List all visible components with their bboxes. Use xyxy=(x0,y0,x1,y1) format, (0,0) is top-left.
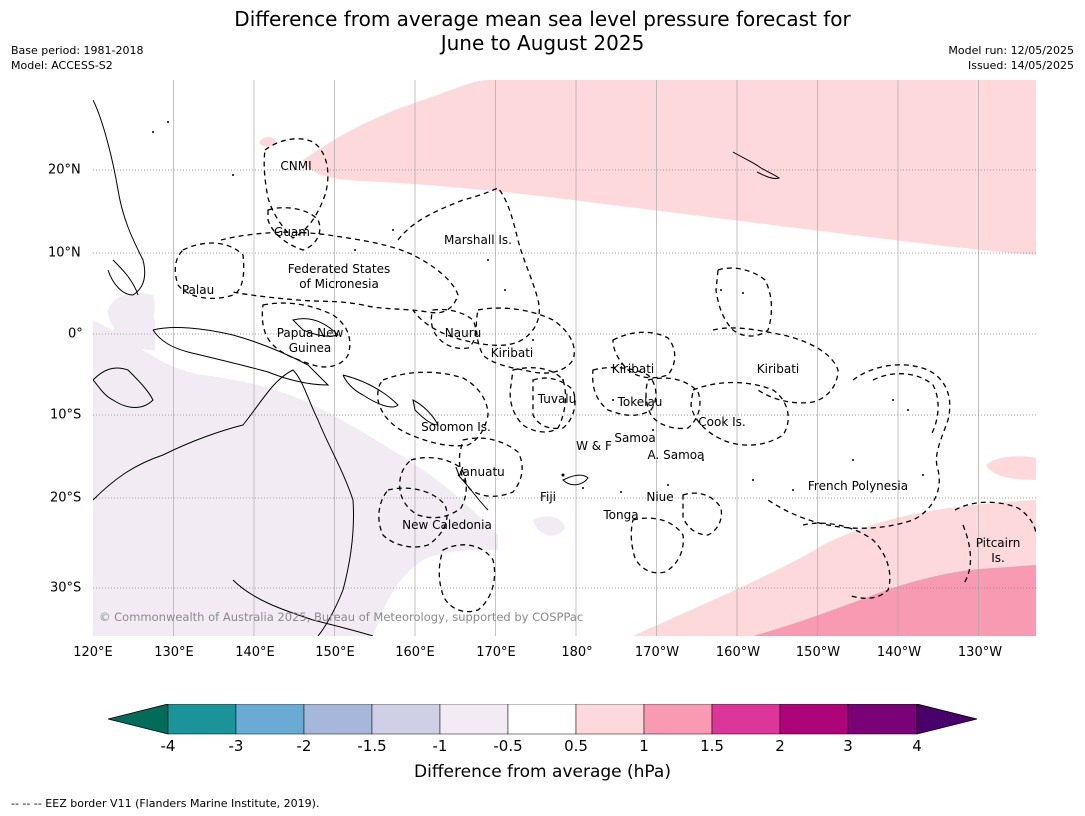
anomaly-pink-small xyxy=(259,136,276,147)
place-label: Cook Is. xyxy=(698,415,746,429)
map-svg xyxy=(93,80,1036,636)
model-name: Model: ACCESS-S2 xyxy=(11,59,113,72)
colorbar-tick: 1.5 xyxy=(700,737,724,755)
meta-left: Base period: 1981-2018 Model: ACCESS-S2 xyxy=(11,43,143,73)
place-label: Tokelau xyxy=(617,395,663,409)
place-label: Nauru xyxy=(444,326,482,340)
graticule xyxy=(173,80,979,636)
lon-label: 150°W xyxy=(795,645,841,660)
colorbar-segment xyxy=(303,704,373,735)
lat-label: 30°S xyxy=(50,580,82,596)
place-label: Tuvalu xyxy=(537,392,577,406)
place-label: Marshall Is. xyxy=(444,233,512,247)
colorbar-tick: -4 xyxy=(160,737,176,755)
anomaly-dark-pink xyxy=(753,565,1036,636)
colorbar-segment xyxy=(507,704,577,735)
colorbar-segment xyxy=(711,704,781,735)
eez-borders xyxy=(174,138,1036,613)
lat-label: 0° xyxy=(68,326,83,342)
lat-label: 10°S xyxy=(50,407,82,423)
place-label: A. Samoa xyxy=(647,448,705,462)
place-label: French Polynesia xyxy=(807,479,909,493)
colorbar-segment xyxy=(439,704,509,735)
colorbar-tick: 1 xyxy=(639,737,649,755)
place-label: Samoa xyxy=(614,431,656,445)
issued-date: Issued: 14/05/2025 xyxy=(967,59,1074,72)
model-run: Model run: 12/05/2025 xyxy=(948,44,1074,57)
anomaly-pink-east xyxy=(986,456,1036,480)
place-label: Kiribati xyxy=(611,362,655,376)
place-label: CNMI xyxy=(280,159,312,173)
lon-label: 130°E xyxy=(154,645,194,660)
colorbar-segment xyxy=(371,704,441,735)
place-label: Kiribati xyxy=(490,346,534,360)
place-label: Solomon Is. xyxy=(421,420,491,434)
place-label: Niue xyxy=(646,490,674,504)
place-label: of Micronesia xyxy=(299,277,379,291)
latitude-lines xyxy=(93,169,1036,589)
lon-label: 180° xyxy=(561,645,593,660)
colorbar-tick: -1 xyxy=(432,737,448,755)
chart-title: Difference from average mean sea level p… xyxy=(0,7,1085,55)
place-label: W & F xyxy=(576,439,612,453)
place-label: Tonga xyxy=(603,508,639,522)
eez-footnote: -- -- -- EEZ border V11 (Flanders Marine… xyxy=(11,797,320,810)
colorbar-segment xyxy=(779,704,849,735)
colorbar-segment xyxy=(643,704,713,735)
map-panel: © Commonwealth of Australia 2025, Bureau… xyxy=(93,80,1036,636)
meta-right: Model run: 12/05/2025 Issued: 14/05/2025 xyxy=(948,43,1074,73)
coastlines xyxy=(93,99,781,636)
colorbar-tick: -0.5 xyxy=(493,737,523,755)
anomaly-purple-area xyxy=(93,320,498,636)
lat-label: 10°N xyxy=(48,245,81,261)
colorbar-tick: -2 xyxy=(296,737,312,755)
colorbar-segment xyxy=(575,704,645,735)
colorbar-segment xyxy=(167,704,237,735)
place-label: Papua New xyxy=(276,326,344,340)
colorbar-title: Difference from average (hPa) xyxy=(414,762,671,782)
colorbar-segment xyxy=(235,704,305,735)
lon-label: 170°W xyxy=(634,645,680,660)
lon-label: 160°W xyxy=(715,645,761,660)
copyright-text: © Commonwealth of Australia 2025, Bureau… xyxy=(99,610,584,624)
base-period: Base period: 1981-2018 xyxy=(11,44,144,57)
colorbar-tick: -3 xyxy=(228,737,244,755)
place-label: Kiribati xyxy=(756,362,800,376)
place-label: Vanuatu xyxy=(455,465,505,479)
colorbar-tick: -1.5 xyxy=(357,737,387,755)
lat-label: 20°S xyxy=(50,490,82,506)
lon-label: 150°E xyxy=(315,645,355,660)
place-label: New Caledonia xyxy=(402,518,492,532)
lon-label: 140°E xyxy=(235,645,275,660)
colorbar-tick: 2 xyxy=(775,737,785,755)
islands xyxy=(152,121,924,493)
place-label: Is. xyxy=(991,551,1005,565)
lon-label: 120°E xyxy=(73,645,113,660)
colorbar-tick: 0.5 xyxy=(564,737,588,755)
colorbar-over-triangle xyxy=(916,704,978,735)
colorbar-under-triangle xyxy=(108,704,169,735)
title-line-2: June to August 2025 xyxy=(440,31,645,55)
anomaly-purple-fiji xyxy=(533,516,565,536)
anomaly-purple-nauru xyxy=(113,306,155,350)
colorbar xyxy=(108,704,978,735)
place-label: Pitcairn xyxy=(975,536,1021,550)
place-label: Guinea xyxy=(288,341,332,355)
place-label: Federated States xyxy=(287,262,391,276)
lon-label: 130°W xyxy=(957,645,1003,660)
colorbar-tick: 3 xyxy=(843,737,853,755)
title-line-1: Difference from average mean sea level p… xyxy=(234,7,851,31)
anomaly-pink-north xyxy=(303,80,1036,255)
lon-label: 140°W xyxy=(876,645,922,660)
place-label: Guam xyxy=(274,225,310,239)
lat-label: 20°N xyxy=(48,162,81,178)
colorbar-tick: 4 xyxy=(912,737,922,755)
place-label: Palau xyxy=(181,283,215,297)
place-label: Fiji xyxy=(539,490,557,504)
lon-label: 170°E xyxy=(476,645,516,660)
colorbar-segment xyxy=(847,704,918,735)
lon-label: 160°E xyxy=(395,645,435,660)
